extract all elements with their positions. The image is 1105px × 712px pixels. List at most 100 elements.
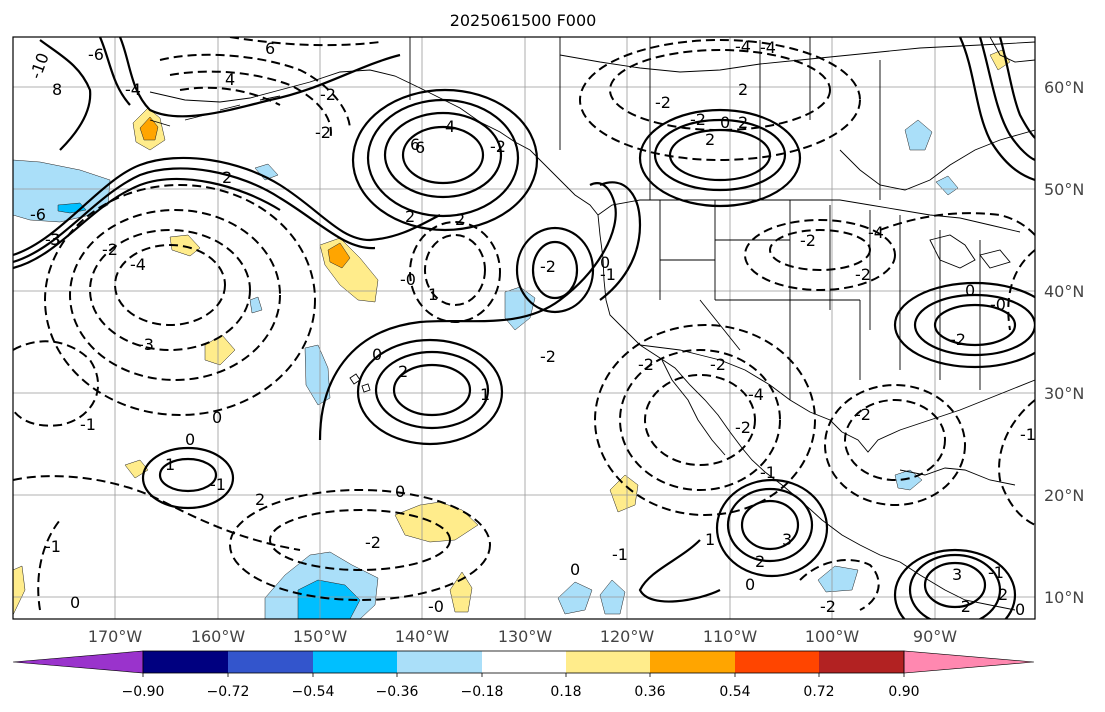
contour-label: -0 <box>990 295 1006 314</box>
contour-low-canada <box>579 39 861 161</box>
contour-label: -2 <box>855 265 871 284</box>
contour-label: 1 <box>428 285 438 304</box>
contour-high-subtropical <box>392 363 472 417</box>
contour-label: -2 <box>320 85 336 104</box>
canada-provinces <box>409 37 881 200</box>
shade-patch <box>557 581 593 615</box>
lon-tick-label: 100°W <box>805 627 860 646</box>
contour-central <box>599 181 642 301</box>
contour-low-south <box>229 489 491 601</box>
contour-label: -2 <box>540 257 556 276</box>
contour-label: -4 <box>130 255 146 274</box>
contour-label: 1 <box>705 530 715 549</box>
map-panel: -10 -6 8 6 4 -4 2 -2 6 -3 -2 -6 3 -2 -4 … <box>12 36 1036 620</box>
lon-tick-label: 120°W <box>600 627 655 646</box>
contour-arctic-east <box>998 37 1035 139</box>
colorbar: −0.90 −0.72 −0.54 −0.36 −0.18 0.18 0.36 … <box>12 650 1035 700</box>
shade-patch <box>894 469 923 491</box>
colorbar-tick-label: −0.90 <box>122 684 165 700</box>
us-canada-border <box>597 199 1021 233</box>
contour-label: 8 <box>52 80 62 99</box>
greenland-edge <box>989 37 1035 63</box>
contour-label: 0 <box>600 253 610 272</box>
contour-label: -0 <box>428 597 444 616</box>
lon-tick-label: 170°W <box>88 627 143 646</box>
contour-label: -1 <box>988 563 1004 582</box>
contour-high-caribbean <box>908 553 1002 619</box>
contour-label: 2 <box>738 80 748 99</box>
contour-label: -1 <box>760 463 776 482</box>
contour-label: 0 <box>70 593 80 612</box>
contour-label: 3 <box>782 530 792 549</box>
contour-low-far-east <box>1007 249 1035 331</box>
contour-label: -2 <box>102 240 118 259</box>
contour-label: 1 <box>480 385 490 404</box>
contour-low-plains <box>744 219 896 291</box>
colorbar-max-extend <box>903 650 1035 674</box>
colorbar-segment <box>228 651 313 673</box>
colorbar-tick-label: −0.18 <box>461 684 504 700</box>
coastlines <box>149 37 1035 611</box>
contour-high-gulf-alaska <box>401 125 485 185</box>
contour-low-west <box>13 340 100 427</box>
contour-label: -2 <box>950 330 966 349</box>
contour-arctic-east <box>978 37 1035 162</box>
contour-high-baja <box>740 499 800 551</box>
lat-tick-label: 10°N <box>1044 588 1084 607</box>
contour-label: 2 <box>738 113 748 132</box>
lat-tick-label: 60°N <box>1044 78 1084 97</box>
contour-high-baja <box>715 478 829 578</box>
contour-low-south <box>13 475 301 551</box>
shade-patch <box>394 501 479 543</box>
colorbar-segment <box>143 651 228 673</box>
contour-jet <box>13 167 376 264</box>
contour-label: 3 <box>50 230 60 249</box>
contour-high-gulf-alaska <box>351 88 539 232</box>
contour-arctic-west <box>118 37 401 118</box>
colorbar-tick-label: −0.36 <box>376 684 419 700</box>
contour-label: -4 <box>735 37 751 56</box>
colorbar-segment <box>313 651 397 673</box>
contour-high-hudson <box>653 118 787 192</box>
shade-patch <box>139 116 159 141</box>
contour-label: 0 <box>720 113 730 132</box>
contour-label: -2 <box>655 93 671 112</box>
contour-high-baja <box>638 539 721 603</box>
contour-label: -1 <box>80 415 96 434</box>
contour-low-gulf <box>824 384 966 506</box>
positive-contours <box>13 37 1035 619</box>
contour-label: 2 <box>755 552 765 571</box>
contour-label: 2 <box>455 210 465 229</box>
colorbar-segment <box>566 651 650 673</box>
coastline-gulf <box>841 379 1035 453</box>
coastline-baja <box>661 359 726 456</box>
shade-patch <box>449 571 473 613</box>
contour-label: -2 <box>365 533 381 552</box>
contour-high-caribbean <box>893 548 1017 619</box>
colorbar-segment <box>819 651 904 673</box>
contour-high-gulf-alaska <box>366 98 520 218</box>
colorbar-ticks <box>142 673 905 677</box>
shade-patch <box>124 459 149 479</box>
contour-arctic-west <box>39 39 92 151</box>
contour-low-south <box>269 509 451 571</box>
contour-label: -1 <box>612 545 628 564</box>
contour-low-alaska <box>169 70 332 141</box>
contour-jet <box>13 177 281 270</box>
colorbar-segment <box>735 651 819 673</box>
contour-high-pacnw <box>515 226 595 314</box>
contour-arctic-east <box>958 37 1035 182</box>
contour-label: 1 <box>165 455 175 474</box>
colorbar-min-extend <box>12 650 144 674</box>
contour-label: -4 <box>760 38 776 57</box>
shading-layer <box>13 49 1011 619</box>
coastline-bc <box>514 141 599 216</box>
contour-high-caribbean <box>923 561 987 609</box>
shade-patch <box>904 119 933 151</box>
contour-low-offshore <box>409 221 501 323</box>
lat-axis: 60°N 50°N 40°N 30°N 20°N 10°N <box>1044 78 1084 607</box>
contour-label: -2 <box>490 137 506 156</box>
negative-contours <box>13 37 1035 611</box>
contour-label: -2 <box>955 597 971 616</box>
